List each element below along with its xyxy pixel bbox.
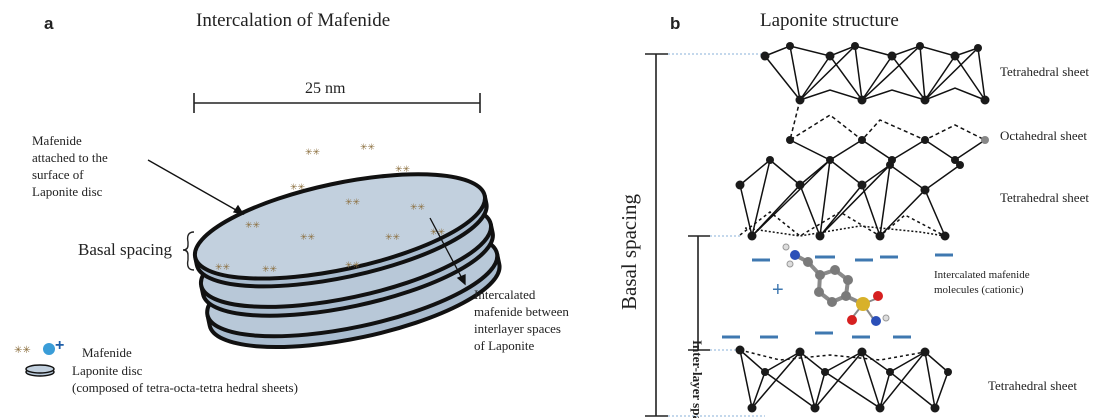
svg-text:✳✳: ✳✳: [305, 147, 321, 157]
svg-text:✳✳: ✳✳: [14, 345, 31, 356]
laponite-disc-stack: [192, 172, 502, 350]
molecules-label-line: molecules (cationic): [934, 284, 1024, 296]
sheet-label-tetrahedral-bottom: Tetrahedral sheet: [988, 378, 1077, 393]
intercalated-label-line: interlayer spaces: [474, 321, 561, 336]
interlayer-bracket: [688, 235, 710, 351]
mafenide-glyph: ✳✳: [245, 220, 261, 230]
mafenide-glyph: ✳✳: [215, 262, 231, 272]
mafenide-glyph: ✳✳: [385, 232, 401, 242]
legend-disc-sublabel: (composed of tetra-octa-tetra hedral she…: [72, 380, 298, 395]
mafenide-glyph: ✳✳: [262, 264, 278, 274]
negative-charges-top: [752, 253, 953, 262]
svg-text:✳✳: ✳✳: [215, 262, 231, 272]
intercalated-mafenide-label: Intercalated mafenide between interlayer…: [474, 286, 569, 354]
mafenide-glyph: ✳✳: [290, 182, 306, 192]
panel-b-letter: b: [670, 14, 681, 33]
legend-mafenide-icon: ✳✳ +: [14, 337, 64, 356]
panel-b-title: Laponite structure: [760, 10, 899, 31]
sheet-label-octahedral: Octahedral sheet: [1000, 128, 1087, 143]
attached-label-line: Mafenide: [32, 133, 82, 148]
mafenide-glyph: ✳✳: [300, 232, 316, 242]
basal-spacing-label-a: Basal spacing: [78, 240, 172, 259]
positive-charge-plus: +: [772, 279, 784, 301]
legend-disc-icon: [25, 364, 55, 377]
scale-label: 25 nm: [305, 80, 346, 97]
attached-label-line: attached to the: [32, 150, 108, 165]
laponite-disc-top: [192, 172, 489, 289]
svg-text:✳✳: ✳✳: [345, 197, 361, 207]
mafenide-glyph: ✳✳: [305, 147, 321, 157]
svg-text:✳✳: ✳✳: [345, 260, 361, 270]
mafenide-glyph: ✳✳: [360, 142, 376, 152]
svg-text:✳✳: ✳✳: [360, 142, 376, 152]
svg-text:+: +: [55, 337, 64, 354]
sheet-label-tetrahedral-top: Tetrahedral sheet: [1000, 64, 1089, 79]
negative-charges-bottom: [722, 331, 911, 339]
interlayer-space-label: Inter-layer space: [690, 340, 705, 418]
sheet-label-tetrahedral-mid: Tetrahedral sheet: [1000, 190, 1089, 205]
guide-lines: [668, 53, 765, 417]
laponite-lattice-lower: [739, 349, 949, 410]
basal-spacing-bracket: [645, 53, 668, 417]
mafenide-glyph: ✳✳: [395, 164, 411, 174]
svg-text:✳✳: ✳✳: [385, 232, 401, 242]
svg-text:✳✳: ✳✳: [290, 182, 306, 192]
svg-text:✳✳: ✳✳: [300, 232, 316, 242]
mafenide-molecule: [782, 243, 890, 326]
attached-label-line: surface of: [32, 167, 84, 182]
annotation-arrows: [147, 159, 466, 286]
mafenide-glyph: ✳✳: [345, 260, 361, 270]
attached-mafenide-label: Mafenide attached to the surface of Lapo…: [32, 132, 108, 200]
legend-mafenide-label: Mafenide: [82, 345, 132, 360]
scale-bar: [193, 93, 481, 113]
intercalated-label-line: Intercalated: [474, 287, 536, 302]
lattice-atoms-lower: [735, 345, 952, 413]
lattice-atoms-upper: [735, 42, 990, 241]
intercalated-label-line: of Laponite: [474, 338, 535, 353]
panel-a-letter: a: [44, 14, 54, 33]
attached-label-line: Laponite disc: [32, 184, 103, 199]
svg-text:✳✳: ✳✳: [245, 220, 261, 230]
mafenide-glyph: ✳✳: [345, 197, 361, 207]
svg-text:✳✳: ✳✳: [410, 202, 426, 212]
intercalated-label-line: mafenide between: [474, 304, 569, 319]
intercalated-molecules-label: Intercalated mafenide molecules (cationi…: [934, 268, 1030, 298]
mafenide-glyph: ✳✳: [410, 202, 426, 212]
legend-disc-label: Laponite disc: [72, 363, 143, 378]
panel-a-title: Intercalation of Mafenide: [196, 10, 391, 31]
svg-text:✳✳: ✳✳: [395, 164, 411, 174]
basal-spacing-brace: [182, 231, 195, 271]
basal-spacing-label-b: Basal spacing: [617, 193, 641, 310]
molecules-label-line: Intercalated mafenide: [934, 269, 1030, 281]
svg-text:✳✳: ✳✳: [262, 264, 278, 274]
mafenide-molecules-on-disc: ✳✳ ✳✳ ✳✳ ✳✳ ✳✳ ✳✳ ✳✳ ✳✳ ✳✳ ✳✳ ✳✳ ✳✳ ✳✳: [215, 142, 446, 274]
